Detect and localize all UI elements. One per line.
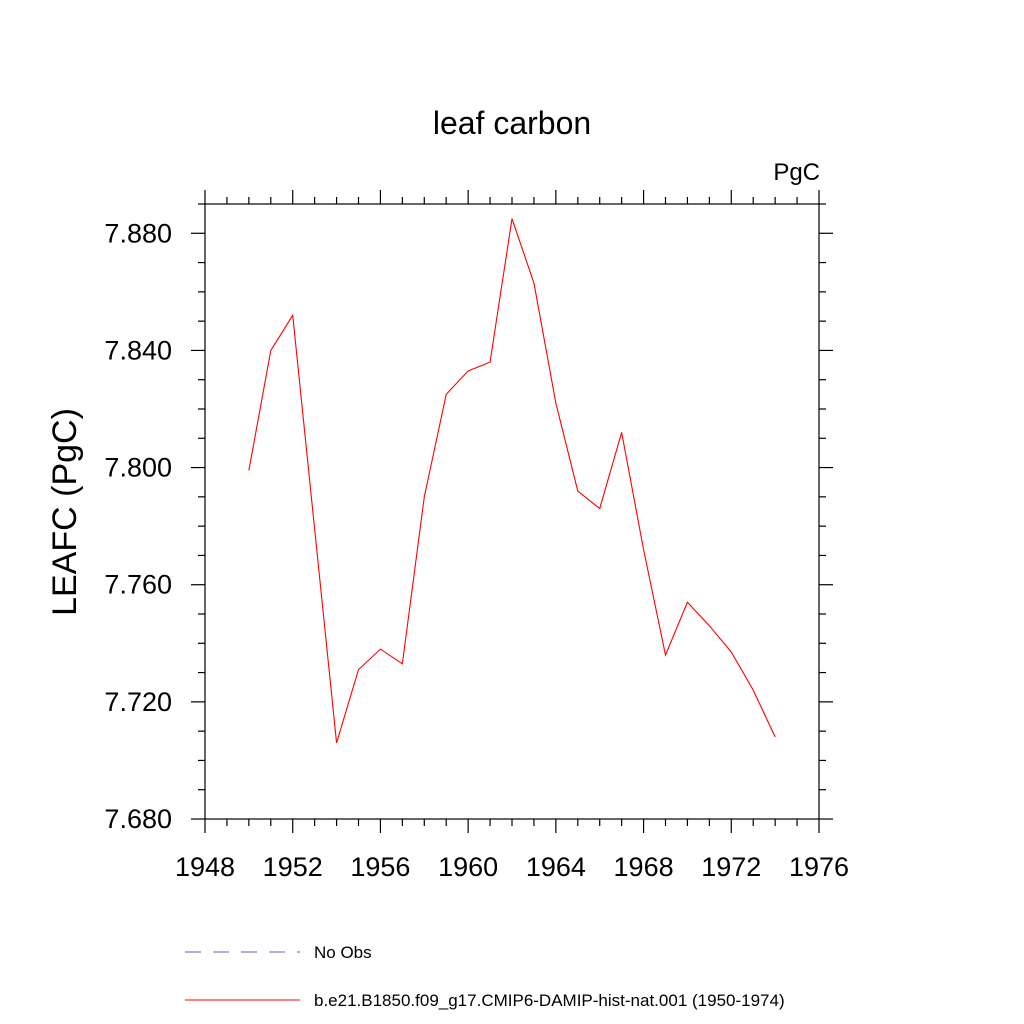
y-tick-label: 7.840 — [104, 335, 172, 365]
legend-label: No Obs — [314, 943, 372, 962]
y-tick-label: 7.880 — [104, 218, 172, 248]
y-tick-label: 7.720 — [104, 687, 172, 717]
x-tick-label: 1952 — [263, 852, 323, 882]
chart-title: leaf carbon — [433, 105, 591, 141]
series-layer — [248, 218, 776, 744]
x-tick-label: 1976 — [789, 852, 849, 882]
x-tick-label: 1960 — [438, 852, 498, 882]
y-tick-label: 7.800 — [104, 453, 172, 483]
plot-frame — [204, 203, 820, 820]
series-line-1 — [248, 218, 776, 744]
x-axis: 1948 1952 1956 1960 1964 1968 1972 1976 — [175, 190, 849, 882]
x-tick-label: 1964 — [526, 852, 586, 882]
legend-label: b.e21.B1850.f09_g17.CMIP6-DAMIP-hist-nat… — [314, 991, 785, 1010]
x-tick-label: 1956 — [350, 852, 410, 882]
x-tick-label: 1968 — [614, 852, 674, 882]
units-label: PgC — [773, 159, 820, 186]
x-tick-label: 1948 — [175, 852, 235, 882]
y-axis-label: LEAFC (PgC) — [46, 408, 84, 616]
x-tick-label: 1972 — [701, 852, 761, 882]
y-axis: 7.680 7.720 7.760 7.800 7.840 7.880 — [104, 203, 833, 834]
y-tick-label: 7.680 — [104, 804, 172, 834]
y-tick-label: 7.760 — [104, 570, 172, 600]
legend: No Obs b.e21.B1850.f09_g17.CMIP6-DAMIP-hi… — [185, 943, 785, 1010]
